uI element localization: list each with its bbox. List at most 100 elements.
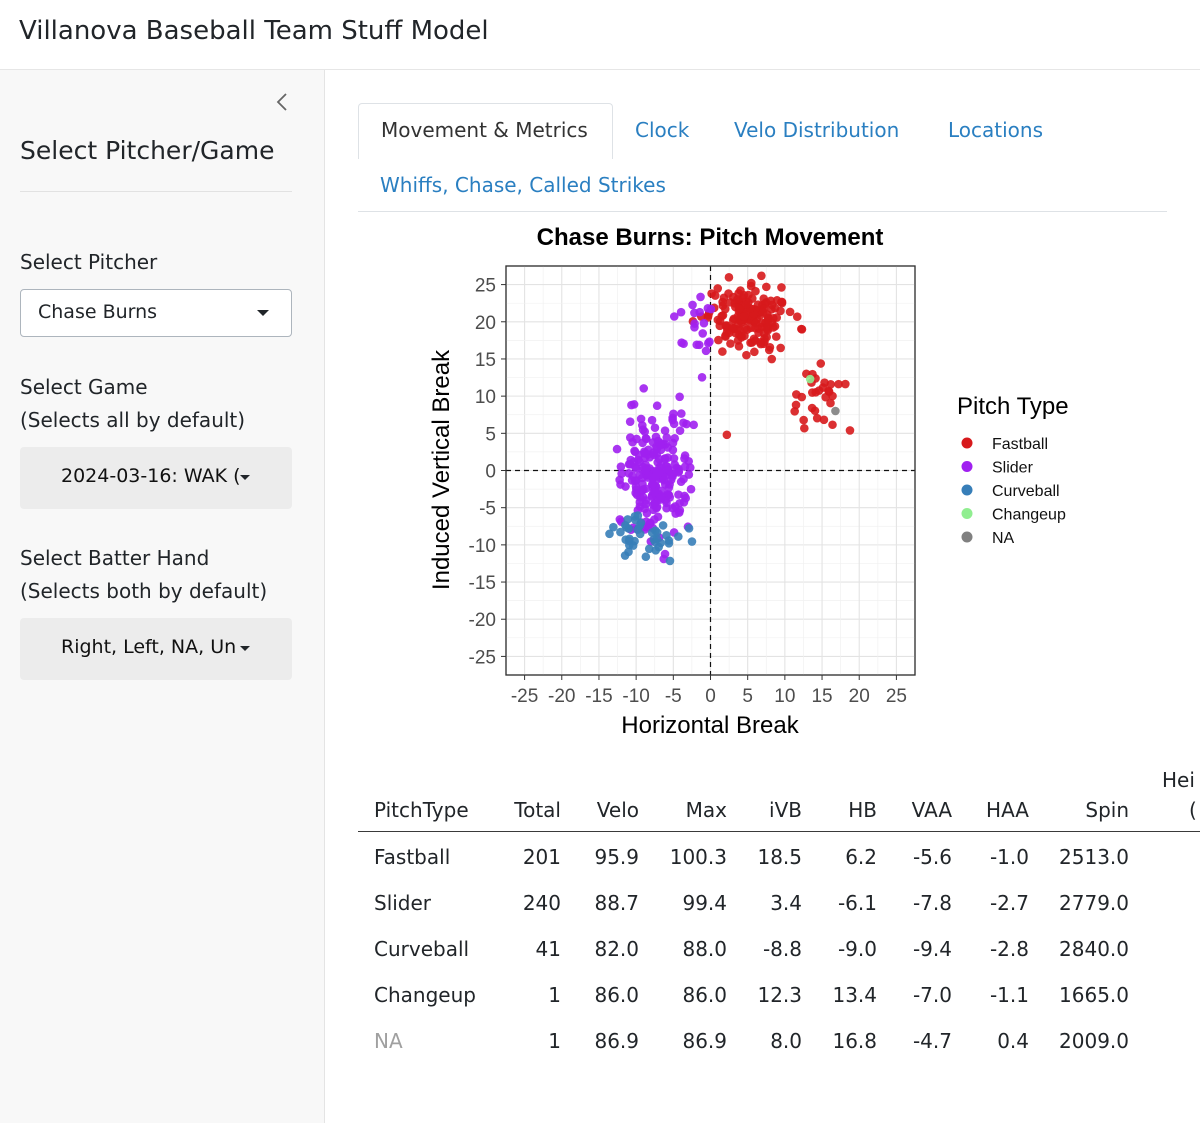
point-fastball xyxy=(710,291,720,300)
point-fastball xyxy=(719,293,729,303)
point-slider xyxy=(632,434,641,444)
point-slider xyxy=(686,484,696,494)
tab-velo-distribution[interactable]: Velo Distribution xyxy=(734,118,900,142)
cell-max: 100.3 xyxy=(669,845,727,869)
point-slider xyxy=(616,480,625,489)
point-fastball xyxy=(750,323,760,333)
legend-label-slider: Slider xyxy=(992,460,1034,477)
point-fastball xyxy=(767,354,777,364)
point-curveball xyxy=(635,521,644,531)
column-header-total: Total xyxy=(514,798,561,822)
x-tick-label: 5 xyxy=(742,686,753,707)
point-slider xyxy=(670,434,680,443)
point-slider xyxy=(679,497,689,507)
point-fastball xyxy=(739,312,749,321)
legend-key-na xyxy=(961,531,973,543)
point-curveball xyxy=(651,545,661,555)
point-fastball xyxy=(713,284,723,293)
point-curveball xyxy=(609,522,618,532)
y-tick-label: -15 xyxy=(469,573,496,594)
hand-label: Select Batter Hand xyxy=(20,546,210,570)
plot-border xyxy=(505,265,916,676)
y-tick-label: 20 xyxy=(475,313,496,334)
point-fastball xyxy=(734,342,744,351)
point-slider xyxy=(698,329,708,338)
point-curveball xyxy=(665,556,675,566)
cell-velo: 82.0 xyxy=(594,937,639,961)
y-tick-label: -25 xyxy=(469,647,496,668)
point-fastball xyxy=(777,283,786,292)
legend-title: Pitch Type xyxy=(957,393,1069,420)
point-fastball xyxy=(744,290,753,300)
points-layer xyxy=(605,271,855,566)
point-curveball xyxy=(658,521,668,530)
legend-key-changeup xyxy=(961,508,973,519)
tab-label: Movement & Metrics xyxy=(381,118,588,142)
point-slider xyxy=(636,414,646,424)
point-fastball xyxy=(762,282,771,292)
point-fastball xyxy=(785,307,795,317)
point-slider xyxy=(663,443,673,452)
table-row: Curveball 41 82.0 88.0 -8.8 -9.0 -9.4 -2.8 2840.… xyxy=(358,937,1200,983)
game-hint: (Selects all by default) xyxy=(20,408,246,432)
point-fastball xyxy=(718,347,727,356)
point-fastball xyxy=(799,415,808,425)
point-slider xyxy=(650,499,660,508)
column-header-height-unit-cutoff: ( xyxy=(1189,798,1197,822)
cell-spin: 2009.0 xyxy=(1059,1029,1129,1053)
cell-vaa: -9.4 xyxy=(912,937,952,961)
cell-max: 99.4 xyxy=(682,891,727,915)
cell-pitchtype: Fastball xyxy=(374,845,451,869)
hand-picker[interactable]: Right, Left, NA, Un xyxy=(20,618,292,680)
point-slider xyxy=(705,337,714,346)
point-fastball xyxy=(742,350,751,360)
navbar: Villanova Baseball Team Stuff Model xyxy=(0,0,1200,70)
point-slider xyxy=(652,468,661,478)
column-header-velo: Velo xyxy=(596,798,639,822)
game-picker[interactable]: 2024-03-16: WAK ( xyxy=(20,447,292,509)
table-header-rule xyxy=(358,831,1200,832)
x-tick-label: 15 xyxy=(811,686,832,707)
cell-spin: 2840.0 xyxy=(1059,937,1129,961)
point-fastball xyxy=(733,295,742,304)
point-slider xyxy=(701,346,711,356)
tab-whiffs-chase-called-strikes[interactable]: Whiffs, Chase, Called Strikes xyxy=(380,173,666,197)
tab-movement-metrics[interactable]: Movement & Metrics xyxy=(358,103,613,159)
caret-down-icon xyxy=(240,646,250,651)
x-tick-label: 20 xyxy=(849,686,870,707)
y-axis-label: Induced Vertical Break xyxy=(428,349,455,590)
cell-max: 86.0 xyxy=(682,983,727,1007)
sidebar-collapse-button[interactable] xyxy=(268,88,296,116)
legend-key-slider xyxy=(961,461,973,472)
point-slider xyxy=(617,469,626,478)
tab-clock[interactable]: Clock xyxy=(635,118,690,142)
point-fastball xyxy=(718,311,728,320)
sidebar-divider xyxy=(20,191,292,192)
point-fastball xyxy=(792,312,802,321)
point-fastball xyxy=(776,306,785,316)
tab-locations[interactable]: Locations xyxy=(948,118,1044,142)
point-fastball xyxy=(826,398,835,408)
point-slider xyxy=(640,427,650,436)
x-tick-label: 10 xyxy=(774,686,795,707)
point-slider xyxy=(685,463,695,472)
point-slider xyxy=(676,307,686,317)
point-curveball xyxy=(650,537,660,547)
legend-key-curveball xyxy=(961,484,973,496)
pitcher-select-value: Chase Burns xyxy=(38,301,158,323)
cell-velo: 95.9 xyxy=(594,845,639,869)
pitcher-select[interactable]: Chase Burns xyxy=(20,289,292,337)
cell-haa: -2.8 xyxy=(989,937,1029,961)
table-row: Fastball 201 95.9 100.3 18.5 6.2 -5.6 -1.0 2513.… xyxy=(358,845,1200,891)
cell-vaa: -4.7 xyxy=(912,1029,952,1053)
x-tick-label: 25 xyxy=(886,686,907,707)
point-fastball xyxy=(714,335,723,345)
point-curveball xyxy=(644,544,654,554)
point-slider xyxy=(648,479,658,489)
point-slider xyxy=(624,459,634,469)
point-fastball xyxy=(763,323,772,332)
point-slider xyxy=(679,339,688,348)
cell-ivb: 18.5 xyxy=(757,845,802,869)
cell-haa: -1.1 xyxy=(989,983,1029,1007)
point-slider xyxy=(689,420,698,430)
